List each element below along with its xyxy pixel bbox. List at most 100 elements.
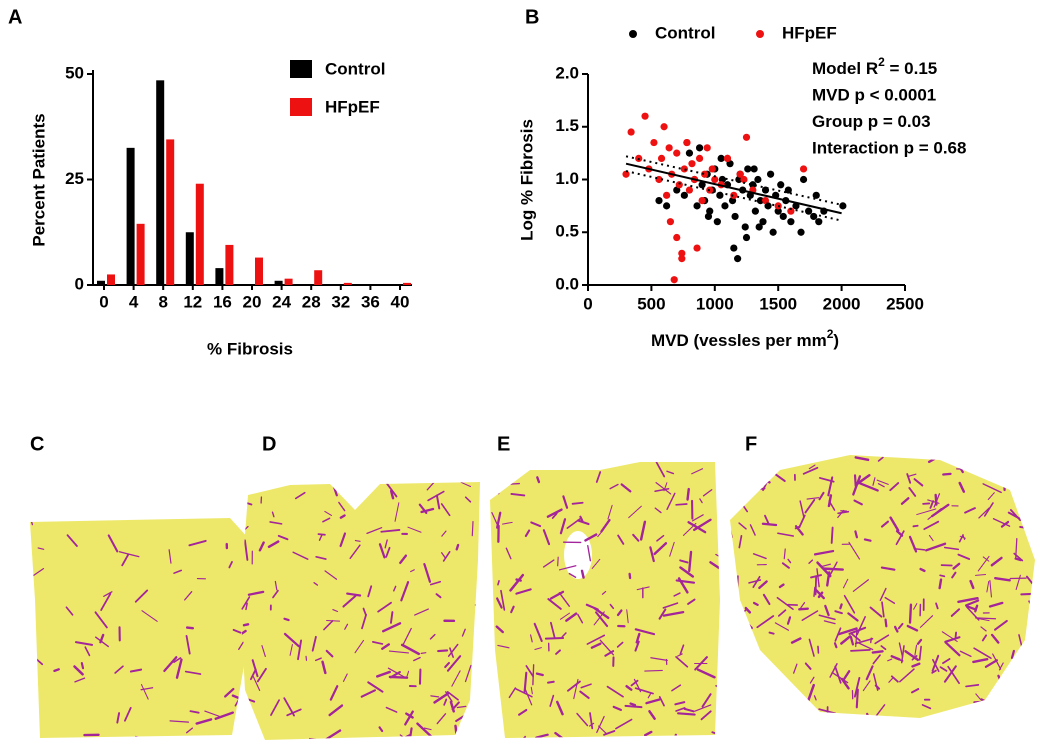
streak bbox=[931, 503, 950, 518]
streak bbox=[500, 589, 506, 611]
streak bbox=[536, 476, 541, 484]
streak bbox=[908, 535, 918, 553]
streak bbox=[880, 520, 890, 528]
streak bbox=[1009, 705, 1020, 718]
streak bbox=[116, 712, 121, 724]
streak bbox=[547, 680, 555, 684]
streak bbox=[323, 620, 334, 631]
streak bbox=[908, 487, 917, 497]
streak bbox=[978, 507, 990, 519]
streak bbox=[446, 691, 459, 701]
streak bbox=[490, 632, 494, 649]
streak bbox=[232, 628, 242, 634]
streak bbox=[877, 456, 884, 462]
streak bbox=[748, 715, 760, 718]
streak bbox=[460, 482, 472, 488]
scatter-point bbox=[779, 212, 787, 221]
streak bbox=[818, 491, 825, 501]
streak bbox=[848, 541, 861, 560]
streak bbox=[600, 518, 611, 533]
streak bbox=[994, 619, 1008, 631]
streak bbox=[558, 592, 570, 607]
scatter-point bbox=[680, 165, 688, 173]
streak bbox=[251, 659, 259, 678]
streak bbox=[884, 618, 888, 628]
streak bbox=[579, 515, 584, 523]
streak bbox=[895, 530, 905, 546]
streak bbox=[694, 704, 712, 712]
streak bbox=[854, 456, 870, 462]
streak bbox=[30, 684, 37, 702]
streak bbox=[1015, 538, 1018, 559]
streak bbox=[855, 688, 859, 709]
streak bbox=[567, 680, 581, 692]
streak bbox=[982, 556, 990, 562]
streak bbox=[912, 524, 919, 528]
streak bbox=[629, 702, 637, 707]
streak bbox=[701, 693, 712, 708]
scatter-point bbox=[751, 207, 759, 215]
streak bbox=[679, 644, 685, 655]
streak bbox=[688, 550, 693, 573]
x-tick-label: 500 bbox=[637, 294, 665, 313]
streak bbox=[100, 592, 112, 611]
streak bbox=[632, 533, 640, 542]
streak bbox=[687, 521, 707, 534]
streak bbox=[188, 539, 207, 547]
streak bbox=[752, 553, 767, 560]
scatter-point bbox=[755, 223, 763, 231]
streak bbox=[749, 524, 756, 536]
streak bbox=[185, 626, 195, 630]
streak bbox=[990, 633, 1000, 644]
streak bbox=[752, 575, 761, 588]
streak bbox=[338, 501, 346, 512]
scatter-point bbox=[704, 212, 713, 221]
tissue-d bbox=[240, 482, 480, 740]
panel-label: E bbox=[497, 433, 510, 455]
streak bbox=[490, 727, 493, 738]
streak bbox=[794, 691, 804, 701]
scatter-point bbox=[766, 170, 775, 178]
streak bbox=[977, 555, 990, 572]
streak bbox=[876, 479, 889, 485]
streak bbox=[604, 650, 615, 657]
streak bbox=[913, 603, 918, 610]
streak bbox=[837, 627, 858, 636]
streak bbox=[367, 681, 384, 693]
streak bbox=[696, 668, 716, 679]
streak bbox=[794, 525, 801, 530]
scatter-point bbox=[812, 191, 820, 199]
scatter-point bbox=[665, 144, 673, 152]
streak bbox=[535, 733, 549, 738]
streak bbox=[339, 532, 347, 548]
streak bbox=[816, 561, 832, 578]
streak bbox=[283, 632, 300, 648]
scatter-point bbox=[731, 212, 739, 221]
scatter-point bbox=[749, 181, 757, 189]
streak bbox=[568, 572, 577, 578]
streak bbox=[107, 534, 119, 553]
streak bbox=[735, 687, 739, 694]
streak bbox=[730, 672, 746, 677]
streak bbox=[634, 628, 656, 636]
streak bbox=[872, 477, 876, 486]
bar bbox=[136, 223, 145, 285]
streak bbox=[118, 551, 140, 558]
streak bbox=[367, 585, 373, 598]
streak bbox=[1028, 600, 1033, 607]
streak bbox=[843, 594, 856, 614]
streak bbox=[1015, 574, 1021, 591]
scatter-point bbox=[744, 165, 752, 173]
streak bbox=[904, 650, 920, 662]
scatter-point bbox=[657, 154, 666, 162]
streak bbox=[1010, 715, 1014, 718]
streak bbox=[850, 648, 871, 652]
streak bbox=[675, 503, 688, 506]
streak bbox=[666, 470, 675, 475]
streak bbox=[823, 620, 836, 625]
streak bbox=[1009, 509, 1022, 522]
streak bbox=[559, 518, 567, 535]
streak bbox=[996, 466, 1002, 477]
streak bbox=[376, 670, 391, 678]
